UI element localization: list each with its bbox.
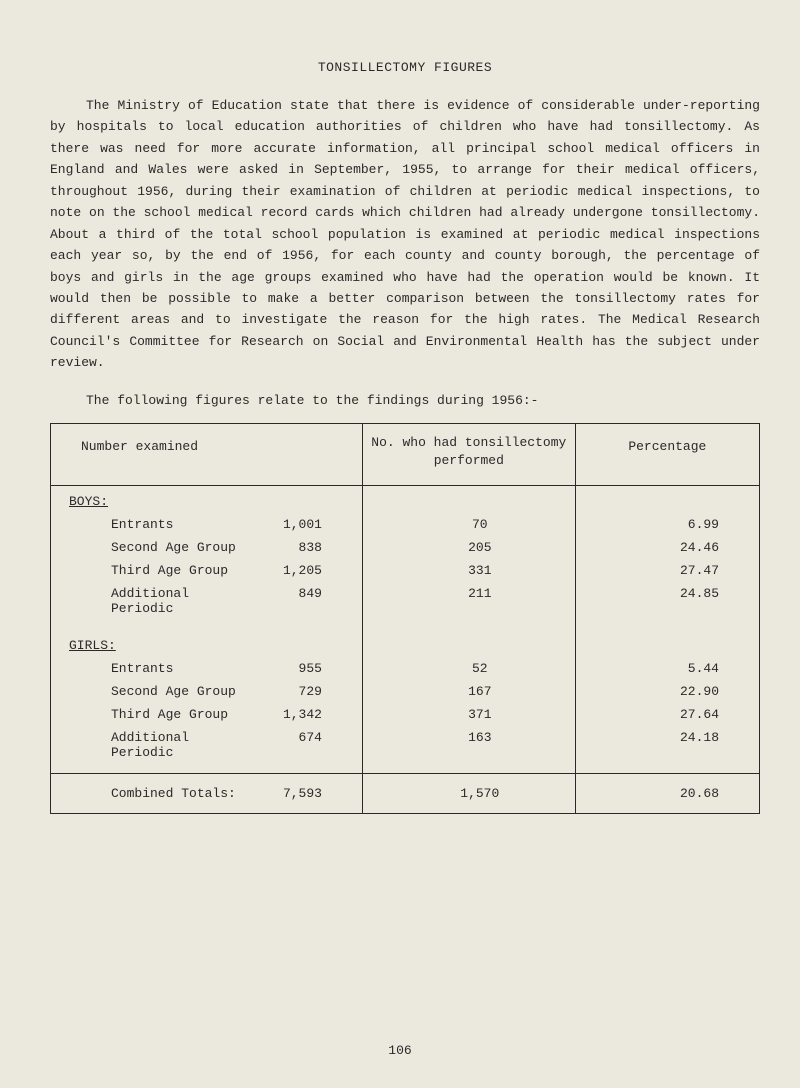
total-row: Combined Totals: 7,593 1,570 20.68 [51, 774, 760, 814]
header-tonsillectomy: No. who had tonsillectomy performed [362, 424, 575, 485]
spacer [51, 620, 760, 630]
table-row: Additional Periodic 674 163 24.18 [51, 726, 760, 764]
row-had: 52 [362, 657, 575, 680]
row-had: 167 [362, 680, 575, 703]
row-label: Entrants [51, 513, 250, 536]
row-pct: 22.90 [575, 680, 759, 703]
row-pct: 24.46 [575, 536, 759, 559]
row-pct: 24.18 [575, 726, 759, 764]
total-label: Combined Totals: [51, 774, 250, 814]
row-label: Third Age Group [51, 559, 250, 582]
header-number-examined: Number examined [51, 424, 363, 485]
row-pct: 6.99 [575, 513, 759, 536]
table-header-row: Number examined No. who had tonsillectom… [51, 424, 760, 485]
row-label: Entrants [51, 657, 250, 680]
row-label: Third Age Group [51, 703, 250, 726]
table-row: Third Age Group 1,205 331 27.47 [51, 559, 760, 582]
table-row: Third Age Group 1,342 371 27.64 [51, 703, 760, 726]
row-examined: 1,342 [249, 703, 362, 726]
total-had: 1,570 [362, 774, 575, 814]
row-examined: 674 [249, 726, 362, 764]
row-label: Second Age Group [51, 680, 250, 703]
row-pct: 27.47 [575, 559, 759, 582]
row-pct: 27.64 [575, 703, 759, 726]
table-row: Second Age Group 729 167 22.90 [51, 680, 760, 703]
boys-label: BOYS: [51, 485, 363, 513]
row-label: Second Age Group [51, 536, 250, 559]
girls-label: GIRLS: [51, 630, 363, 657]
spacer [51, 764, 760, 774]
table-row: Entrants 955 52 5.44 [51, 657, 760, 680]
header-percentage: Percentage [575, 424, 759, 485]
row-had: 70 [362, 513, 575, 536]
row-examined: 838 [249, 536, 362, 559]
row-examined: 1,205 [249, 559, 362, 582]
table-intro: The following figures relate to the find… [50, 390, 760, 411]
row-examined: 849 [249, 582, 362, 620]
total-examined: 7,593 [249, 774, 362, 814]
row-examined: 729 [249, 680, 362, 703]
row-had: 205 [362, 536, 575, 559]
row-had: 331 [362, 559, 575, 582]
page-number: 106 [388, 1043, 411, 1058]
row-pct: 5.44 [575, 657, 759, 680]
row-examined: 955 [249, 657, 362, 680]
table-row: Additional Periodic 849 211 24.85 [51, 582, 760, 620]
row-label: Additional Periodic [51, 726, 250, 764]
table-row: Second Age Group 838 205 24.46 [51, 536, 760, 559]
table-row: GIRLS: [51, 630, 760, 657]
table-row: BOYS: [51, 485, 760, 513]
row-had: 211 [362, 582, 575, 620]
body-paragraph: The Ministry of Education state that the… [50, 95, 760, 374]
row-pct: 24.85 [575, 582, 759, 620]
page-title: TONSILLECTOMY FIGURES [50, 60, 760, 75]
row-examined: 1,001 [249, 513, 362, 536]
row-had: 163 [362, 726, 575, 764]
row-label: Additional Periodic [51, 582, 250, 620]
total-pct: 20.68 [575, 774, 759, 814]
figures-table: Number examined No. who had tonsillectom… [50, 423, 760, 814]
table-row: Entrants 1,001 70 6.99 [51, 513, 760, 536]
row-had: 371 [362, 703, 575, 726]
